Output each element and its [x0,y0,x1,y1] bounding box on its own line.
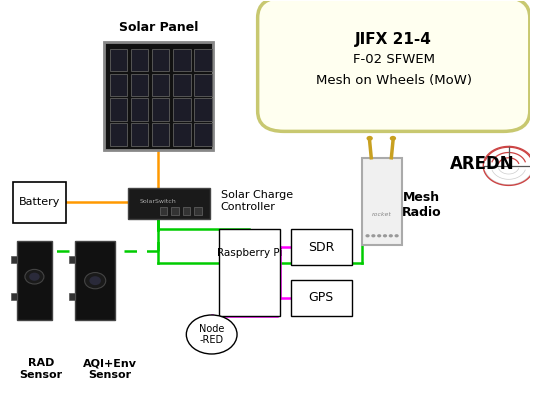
Circle shape [372,234,375,237]
Text: Mesh
Radio: Mesh Radio [402,191,441,218]
Text: GPS: GPS [309,292,334,304]
Bar [104,42,213,150]
Bar [110,99,127,121]
Circle shape [187,315,237,354]
Circle shape [25,270,44,284]
Text: AQI+Env
Sensor: AQI+Env Sensor [83,358,136,380]
FancyBboxPatch shape [257,0,530,131]
Bar [128,188,210,219]
Bar [131,74,148,96]
Bar [110,123,127,146]
Circle shape [389,234,393,237]
Bar [362,158,402,245]
Bar [152,74,169,96]
Bar [173,49,191,71]
Bar [173,74,191,96]
Text: Mesh on Wheels (MoW): Mesh on Wheels (MoW) [316,74,472,87]
Bar [110,49,127,71]
Circle shape [29,273,39,281]
Bar [219,229,280,316]
Bar [291,280,352,316]
Bar [13,182,66,223]
Bar [110,74,127,96]
Bar [194,99,212,121]
Bar [173,123,191,146]
Bar [194,74,212,96]
Text: Solar Panel: Solar Panel [119,21,198,34]
Bar [171,207,179,215]
Text: JIFX 21-4: JIFX 21-4 [356,32,432,47]
Text: F-02 SFWEM: F-02 SFWEM [353,53,435,66]
Bar [194,207,201,215]
Circle shape [85,272,106,289]
Bar [194,49,212,71]
Circle shape [366,234,370,237]
Bar [75,241,115,320]
Bar [160,207,167,215]
Text: Node
-RED: Node -RED [199,324,224,345]
Bar [11,293,17,300]
Bar [131,49,148,71]
Bar [131,123,148,146]
Bar [69,256,75,263]
Bar [17,241,52,320]
Bar [173,99,191,121]
Text: AREDN: AREDN [449,155,514,173]
Circle shape [394,234,399,237]
Text: rocket: rocket [372,212,392,217]
Bar [152,99,169,121]
Circle shape [367,136,373,141]
Bar [11,256,17,263]
Text: SDR: SDR [308,240,335,254]
Bar [291,229,352,265]
Text: Raspberry Pi: Raspberry Pi [217,248,282,258]
Bar [183,207,190,215]
Bar [152,123,169,146]
Text: RAD
Sensor: RAD Sensor [20,358,62,380]
Text: SolarSwitch: SolarSwitch [140,199,176,204]
Text: Solar Charge
Controller: Solar Charge Controller [221,191,293,212]
Circle shape [90,276,101,285]
Bar [152,49,169,71]
Bar [131,99,148,121]
Bar [69,293,75,300]
Text: Battery: Battery [19,198,60,207]
Circle shape [390,136,396,141]
Bar [194,123,212,146]
Circle shape [377,234,381,237]
Circle shape [383,234,387,237]
